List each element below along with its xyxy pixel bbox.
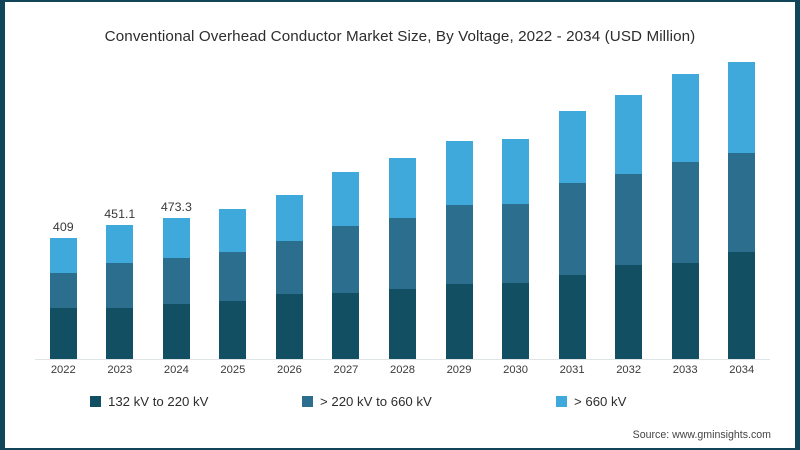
bar-stack — [445, 141, 473, 359]
legend-item-1[interactable]: > 220 kV to 660 kV — [292, 394, 540, 409]
bar-segment-132-to-220kv[interactable] — [558, 274, 586, 359]
axis-baseline — [35, 359, 770, 360]
x-axis-tick-2027: 2027 — [333, 364, 359, 376]
page-title: Conventional Overhead Conductor Market S… — [104, 28, 696, 45]
bar-group-2032[interactable] — [615, 62, 643, 359]
bar-segment-above-660kv[interactable] — [615, 94, 643, 174]
bar-segment-220-to-660kv[interactable] — [275, 240, 303, 295]
bar-value-label-2022: 409 — [52, 219, 74, 234]
legend-swatch-icon — [556, 396, 567, 407]
legend-swatch-icon — [90, 396, 101, 407]
x-axis-tick-2031: 2031 — [559, 364, 585, 376]
bar-segment-132-to-220kv[interactable] — [332, 293, 360, 359]
bar-group-2026[interactable] — [275, 62, 303, 359]
x-axis-tick-2023: 2023 — [107, 364, 133, 376]
bar-stack — [389, 157, 416, 359]
x-axis-tick-2026: 2026 — [276, 364, 302, 376]
bar-group-2034[interactable] — [728, 62, 756, 359]
bar-segment-132-to-220kv[interactable] — [219, 301, 247, 359]
plot-area: 409 451.1 473.3 — [35, 62, 770, 359]
x-axis-tick-2028: 2028 — [390, 364, 415, 376]
bar-segment-above-660kv[interactable] — [445, 141, 473, 206]
source-attribution: Source: www.gminsights.com — [632, 429, 771, 441]
bar-segment-220-to-660kv[interactable] — [106, 263, 134, 309]
bar-group-2033[interactable] — [671, 62, 699, 359]
chart-legend: 132 kV to 220 kV > 220 kV to 660 kV > 660 … — [5, 394, 795, 409]
chart-inner: Conventional Overhead Conductor Market S… — [5, 2, 795, 448]
bar-segment-132-to-220kv[interactable] — [728, 251, 756, 359]
bar-stack — [332, 172, 360, 359]
x-axis: 2022 2023 2024 2025 2026 2027 2028 2029 2030 2031… — [35, 364, 770, 384]
bar-segment-132-to-220kv[interactable] — [162, 304, 190, 359]
legend-label: 132 kV to 220 kV — [108, 394, 209, 409]
bar-segment-132-to-220kv[interactable] — [445, 284, 473, 359]
bar-group-2025[interactable] — [219, 62, 247, 359]
x-axis-tick-2025: 2025 — [220, 364, 246, 376]
x-axis-tick-2029: 2029 — [446, 364, 472, 376]
bar-value-label-2024: 473.3 — [160, 200, 192, 215]
bar-segment-132-to-220kv[interactable] — [615, 265, 643, 359]
bar-group-2031[interactable] — [558, 62, 586, 359]
bar-stack — [558, 110, 586, 359]
x-axis-tick-2022: 2022 — [50, 364, 76, 376]
legend-label: > 220 kV to 660 kV — [320, 394, 432, 409]
legend-label: > 660 kV — [574, 394, 627, 409]
bar-segment-above-660kv[interactable] — [728, 62, 756, 154]
bar-segment-220-to-660kv[interactable] — [502, 204, 530, 284]
bar-segment-220-to-660kv[interactable] — [615, 173, 643, 266]
bar-segment-above-660kv[interactable] — [219, 208, 247, 252]
bar-segment-220-to-660kv[interactable] — [219, 251, 247, 302]
bar-segment-above-660kv[interactable] — [389, 157, 416, 219]
bar-segment-above-660kv[interactable] — [502, 139, 530, 205]
bar-segment-above-660kv[interactable] — [332, 172, 360, 226]
bar-stack — [49, 237, 77, 359]
bar-segment-132-to-220kv[interactable] — [502, 283, 530, 359]
bar-group-2029[interactable] — [445, 62, 473, 359]
bar-group-2024[interactable]: 473.3 — [160, 62, 192, 359]
bar-segment-above-660kv[interactable] — [671, 73, 699, 163]
bar-segment-above-660kv[interactable] — [275, 195, 303, 241]
bar-group-2023[interactable]: 451.1 — [104, 62, 136, 359]
x-axis-tick-2024: 2024 — [163, 364, 189, 376]
bar-segment-220-to-660kv[interactable] — [445, 205, 473, 285]
x-axis-tick-2030: 2030 — [503, 364, 529, 376]
bar-group-2027[interactable] — [332, 62, 360, 359]
bar-segment-above-660kv[interactable] — [162, 218, 190, 258]
bar-stack — [106, 225, 134, 359]
bar-segment-132-to-220kv[interactable] — [106, 308, 134, 359]
bar-segment-132-to-220kv[interactable] — [671, 263, 699, 359]
bar-stack — [502, 139, 530, 359]
bar-segment-220-to-660kv[interactable] — [558, 183, 586, 275]
bar-stack — [671, 73, 699, 359]
bar-stack — [162, 218, 190, 359]
x-axis-tick-2033: 2033 — [672, 364, 698, 376]
bar-stack — [728, 62, 756, 359]
bar-stack — [219, 208, 247, 359]
bar-segment-220-to-660kv[interactable] — [389, 218, 416, 289]
bar-segment-220-to-660kv[interactable] — [728, 153, 756, 252]
bar-segment-220-to-660kv[interactable] — [162, 257, 190, 305]
legend-swatch-icon — [302, 396, 313, 407]
bar-segment-above-660kv[interactable] — [106, 225, 134, 264]
bar-segment-220-to-660kv[interactable] — [332, 225, 360, 294]
bar-value-label-2023: 451.1 — [104, 207, 136, 222]
legend-item-0[interactable]: 132 kV to 220 kV — [60, 394, 292, 409]
bar-group-2028[interactable] — [389, 62, 416, 359]
bar-segment-132-to-220kv[interactable] — [49, 308, 77, 359]
bar-segment-220-to-660kv[interactable] — [49, 272, 77, 309]
bar-segment-132-to-220kv[interactable] — [389, 288, 416, 359]
bar-segment-above-660kv[interactable] — [558, 110, 586, 184]
bar-segment-220-to-660kv[interactable] — [671, 162, 699, 264]
x-axis-tick-2034: 2034 — [729, 364, 755, 376]
bar-segment-above-660kv[interactable] — [49, 237, 77, 273]
x-axis-tick-2032: 2032 — [616, 364, 642, 376]
bar-segment-132-to-220kv[interactable] — [275, 294, 303, 359]
bar-stack — [275, 195, 303, 359]
bar-stack — [615, 94, 643, 359]
bar-group-2030[interactable] — [502, 62, 530, 359]
legend-item-2[interactable]: > 660 kV — [540, 394, 740, 409]
bar-group-2022[interactable]: 409 — [49, 62, 77, 359]
